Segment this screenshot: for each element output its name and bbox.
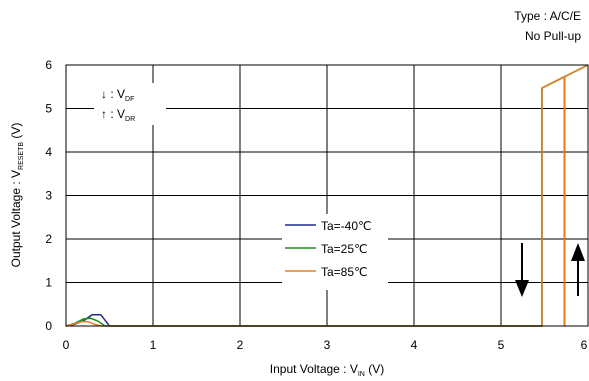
legend-label: Ta=-40℃ xyxy=(321,219,372,233)
x-tick-label: 0 xyxy=(63,338,70,352)
up-arrow-marker xyxy=(571,243,585,296)
y-tick-label: 3 xyxy=(45,189,52,203)
legend-label: Ta=85℃ xyxy=(321,265,368,279)
y-tick-label: 2 xyxy=(45,232,52,246)
plot-frame xyxy=(65,64,589,327)
down-arrow-marker xyxy=(515,243,529,297)
x-tick-label: 3 xyxy=(324,338,331,352)
x-tick-label: 4 xyxy=(411,338,418,352)
x-tick-label: 5 xyxy=(498,338,505,352)
legend-label: Ta=25℃ xyxy=(321,242,368,256)
x-tick-label: 2 xyxy=(237,338,244,352)
y-tick-label: 1 xyxy=(45,276,52,290)
y-tick-label: 0 xyxy=(45,319,52,333)
y-tick-label: 4 xyxy=(45,145,52,159)
x-tick-label: 6 xyxy=(581,338,588,352)
temperature-legend: Ta=-40℃ Ta=25℃ Ta=85℃ xyxy=(282,214,388,290)
x-tick-label: 1 xyxy=(150,338,157,352)
direction-legend: ↓ : VDF ↑ : VDR xyxy=(94,83,166,125)
y-tick-label: 5 xyxy=(45,102,52,116)
direction-legend-up: ↑ : VDR xyxy=(101,107,135,123)
direction-legend-down: ↓ : VDF xyxy=(101,87,134,103)
x-axis-label: Input Voltage : VIN (V) xyxy=(270,362,384,378)
type-note: Type : A/C/E xyxy=(514,9,581,23)
pullup-note: No Pull-up xyxy=(524,29,581,43)
tick-labels: 0 1 2 3 4 5 6 0 1 2 3 4 5 6 xyxy=(45,58,587,352)
y-tick-label: 6 xyxy=(45,58,52,72)
y-axis-label: Output Voltage : VRESETB (V) xyxy=(9,123,25,268)
